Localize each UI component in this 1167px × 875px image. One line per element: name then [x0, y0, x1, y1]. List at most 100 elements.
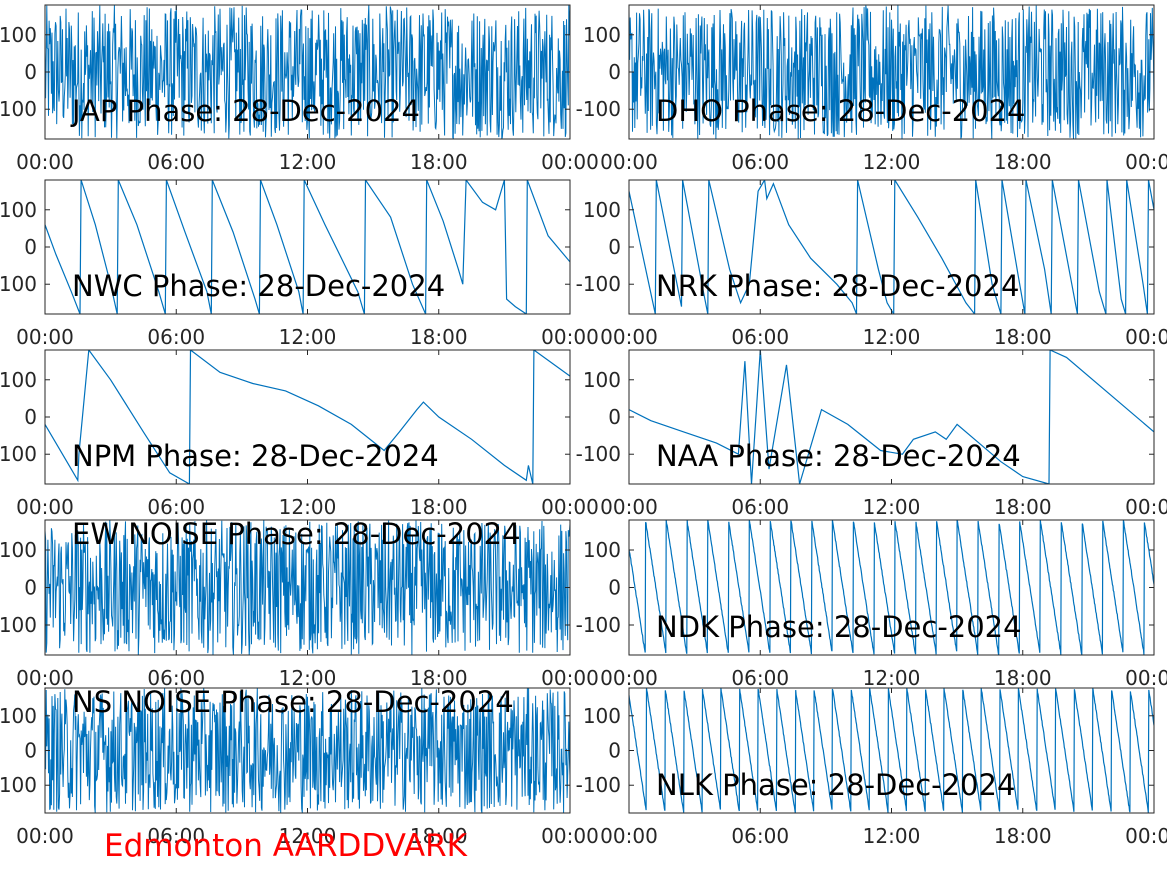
x-tick-label: 18:00 [410, 824, 468, 848]
y-tick-label: 100 [0, 538, 37, 562]
series-line [45, 520, 570, 655]
x-tick-label: 00:00 [600, 666, 658, 690]
x-tick-label: 18:00 [994, 824, 1052, 848]
x-tick-label: 00:00 [600, 824, 658, 848]
x-tick-label: 00:00 [1125, 666, 1167, 690]
subplot-title: DHO Phase: 28-Dec-2024 [656, 94, 1026, 128]
y-tick-label: -100 [0, 442, 37, 466]
series-line [45, 688, 570, 813]
series-line [629, 5, 1154, 139]
x-tick-label: 06:00 [731, 150, 789, 174]
series-line [629, 350, 1154, 484]
x-tick-label: 00:00 [541, 666, 599, 690]
subplot-title: NWC Phase: 28-Dec-2024 [72, 269, 445, 303]
x-tick-label: 00:00 [16, 150, 74, 174]
figure-title: Edmonton AARDDVARK [104, 828, 468, 864]
y-tick-label: -100 [576, 773, 621, 797]
x-tick-label: 00:00 [16, 325, 74, 349]
y-tick-label: 100 [0, 368, 37, 392]
x-tick-label: 06:00 [147, 495, 205, 519]
y-tick-label: 0 [24, 60, 37, 84]
subplot-5: -100 0 100 00:00 06:00 12:00 18:00 00:00 NAA Pha… [576, 349, 1167, 519]
y-tick-label: -100 [0, 773, 37, 797]
y-tick-label: 100 [583, 198, 621, 222]
x-tick-label: 00:00 [1125, 495, 1167, 519]
x-tick-label: 00:00 [1125, 824, 1167, 848]
y-tick-label: 100 [583, 538, 621, 562]
x-tick-label: 18:00 [410, 150, 468, 174]
subplot-6: -100 0 100 00:00 06:00 12:00 18:00 00:00 EW NOIS… [0, 517, 599, 690]
x-tick-label: 12:00 [863, 325, 921, 349]
x-tick-label: 18:00 [410, 495, 468, 519]
y-tick-label: 0 [608, 60, 621, 84]
subplot-9: -100 0 100 00:00 06:00 12:00 18:00 00:00 NLK Pha… [576, 687, 1167, 848]
y-tick-label: 100 [0, 198, 37, 222]
series-line [629, 520, 1154, 655]
x-tick-label: 12:00 [279, 325, 337, 349]
x-tick-label: 12:00 [863, 824, 921, 848]
x-tick-label: 00:00 [541, 824, 599, 848]
x-tick-label: 12:00 [863, 150, 921, 174]
subplot-1: -100 0 100 00:00 06:00 12:00 18:00 00:00 DHO Pha… [576, 4, 1167, 174]
subplot-2: -100 0 100 00:00 06:00 12:00 18:00 00:00 NWC Pha… [0, 179, 599, 349]
y-tick-label: 0 [24, 405, 37, 429]
x-tick-label: 06:00 [731, 325, 789, 349]
subplot-7: -100 0 100 00:00 06:00 12:00 18:00 00:00 NDK Pha… [576, 519, 1167, 690]
x-tick-label: 00:00 [541, 325, 599, 349]
x-tick-label: 12:00 [279, 824, 337, 848]
x-tick-label: 18:00 [410, 666, 468, 690]
x-tick-label: 00:00 [541, 495, 599, 519]
y-tick-label: 0 [24, 739, 37, 763]
x-tick-label: 00:00 [16, 495, 74, 519]
x-tick-label: 00:00 [16, 666, 74, 690]
x-tick-label: 06:00 [731, 824, 789, 848]
y-tick-label: -100 [0, 272, 37, 296]
subplot-title: NS NOISE Phase: 28-Dec-2024 [72, 685, 514, 719]
subplot-8: -100 0 100 00:00 06:00 12:00 18:00 00:00 NS NOIS… [0, 685, 599, 848]
y-tick-label: -100 [576, 613, 621, 637]
y-tick-label: 100 [583, 368, 621, 392]
x-tick-label: 18:00 [410, 325, 468, 349]
y-tick-label: 100 [583, 704, 621, 728]
subplot-title: NPM Phase: 28-Dec-2024 [72, 439, 439, 473]
series-line [45, 180, 570, 314]
subplot-0: -100 0 100 00:00 06:00 12:00 18:00 00:00 JAP Pha… [0, 4, 599, 174]
subplot-title: NAA Phase: 28-Dec-2024 [656, 439, 1021, 473]
y-tick-label: -100 [576, 442, 621, 466]
x-tick-label: 12:00 [863, 495, 921, 519]
x-tick-label: 18:00 [994, 495, 1052, 519]
subplot-title: JAP Phase: 28-Dec-2024 [70, 94, 420, 128]
series-line [45, 350, 570, 484]
x-tick-label: 06:00 [147, 150, 205, 174]
y-tick-label: -100 [576, 272, 621, 296]
y-tick-label: -100 [0, 97, 37, 121]
subplot-title: NRK Phase: 28-Dec-2024 [656, 269, 1019, 303]
y-tick-label: 0 [608, 235, 621, 259]
x-tick-label: 06:00 [731, 666, 789, 690]
series-line [629, 688, 1154, 813]
x-tick-label: 18:00 [994, 325, 1052, 349]
x-tick-label: 12:00 [279, 666, 337, 690]
y-tick-label: 100 [583, 23, 621, 47]
subplot-title: EW NOISE Phase: 28-Dec-2024 [72, 517, 521, 551]
x-tick-label: 06:00 [147, 666, 205, 690]
x-tick-label: 00:00 [600, 495, 658, 519]
subplot-title: NDK Phase: 28-Dec-2024 [656, 610, 1022, 644]
y-tick-label: 0 [24, 576, 37, 600]
x-tick-label: 00:00 [600, 325, 658, 349]
subplot-3: -100 0 100 00:00 06:00 12:00 18:00 00:00 NRK Pha… [576, 179, 1167, 349]
x-tick-label: 00:00 [541, 150, 599, 174]
x-tick-label: 12:00 [863, 666, 921, 690]
x-tick-label: 00:00 [16, 824, 74, 848]
series-line [45, 5, 570, 139]
subplot-title: NLK Phase: 28-Dec-2024 [656, 768, 1015, 802]
y-tick-label: -100 [0, 613, 37, 637]
x-tick-label: 06:00 [731, 495, 789, 519]
y-tick-label: 0 [608, 739, 621, 763]
x-tick-label: 18:00 [994, 666, 1052, 690]
y-tick-label: 100 [0, 704, 37, 728]
x-tick-label: 00:00 [600, 150, 658, 174]
x-tick-label: 18:00 [994, 150, 1052, 174]
x-tick-label: 06:00 [147, 824, 205, 848]
